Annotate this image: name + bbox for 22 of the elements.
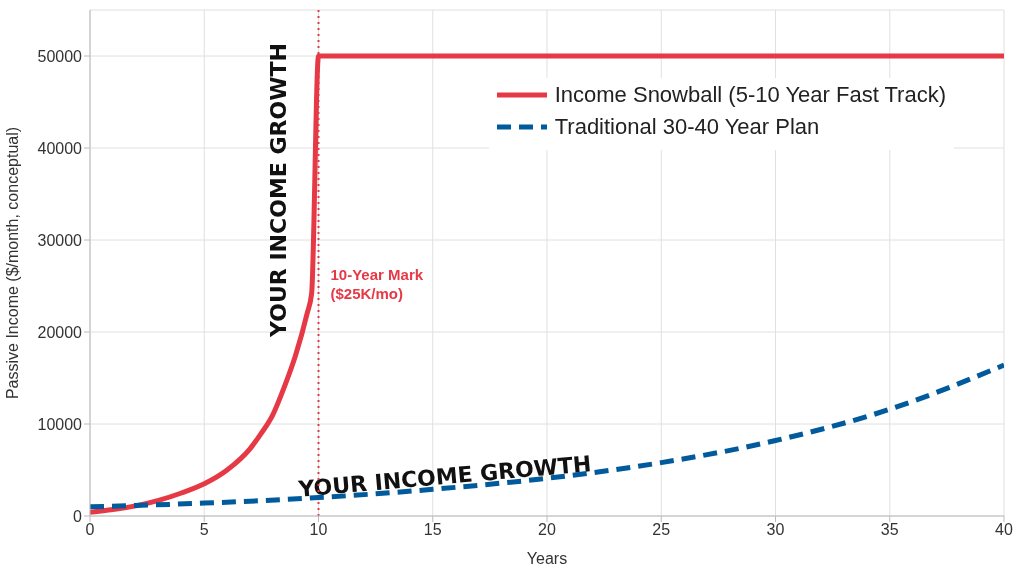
x-tick-label: 0 [85, 521, 95, 539]
x-tick-label: 15 [423, 521, 442, 539]
x-tick-label: 25 [652, 521, 671, 539]
legend-label: Income Snowball (5-10 Year Fast Track) [554, 82, 946, 108]
y-tick-label: 20000 [37, 323, 83, 341]
y-tick-label: 30000 [37, 231, 83, 249]
legend-label: Traditional 30-40 Year Plan [554, 114, 820, 140]
x-tick-label: 35 [880, 521, 899, 539]
annotation: YOUR INCOME GROWTH [266, 43, 291, 338]
x-tick-label: 10 [309, 521, 328, 539]
annotation: YOUR INCOME GROWTH [296, 451, 593, 502]
y-tick-label: 10000 [37, 415, 83, 433]
x-tick-label: 20 [538, 521, 556, 539]
x-tick-label: 40 [995, 521, 1013, 539]
y-axis-title: Passive Income ($/month, conceptual) [3, 126, 21, 400]
y-tick-label: 50000 [37, 47, 83, 65]
x-tick-label: 5 [199, 521, 209, 539]
y-tick-label: 40000 [37, 139, 83, 157]
x-axis-title: Years [526, 550, 568, 567]
ref-line-label: 10-Year Mark ($25K/mo) [330, 266, 424, 302]
x-tick-label: 30 [766, 521, 785, 539]
y-tick-label: 0 [73, 507, 83, 525]
